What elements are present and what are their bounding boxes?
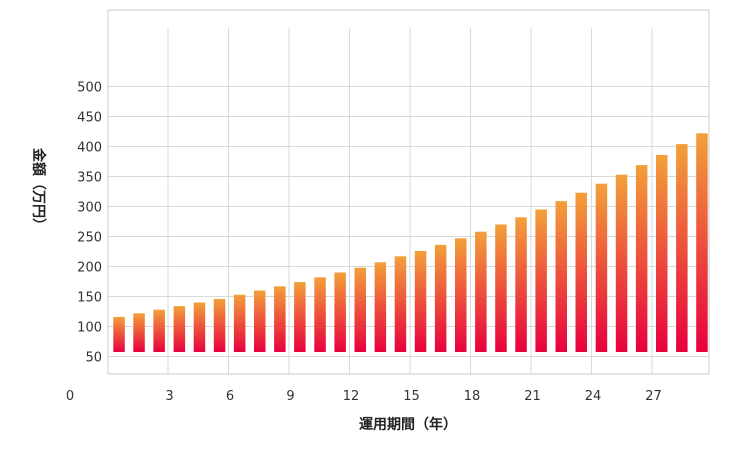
x-axis-ticks: 0 3 6 9 12 15 18 21 24 27 — [66, 389, 662, 404]
bar-year-17 — [434, 244, 447, 352]
grid — [108, 28, 709, 374]
y-tick-label: 500 — [77, 81, 102, 96]
bar-year-20 — [495, 224, 507, 352]
bar-year-24 — [575, 192, 587, 352]
bar-year-21 — [515, 217, 527, 352]
x-tick-label: 3 — [165, 389, 173, 404]
bar-year-15 — [394, 256, 407, 352]
y-tick-label: 400 — [77, 141, 102, 156]
x-tick-label: 9 — [286, 389, 294, 404]
bar-year-7 — [233, 294, 246, 352]
bar-year-19 — [475, 231, 487, 352]
bars — [113, 133, 708, 352]
x-tick-label: 12 — [343, 389, 360, 404]
x-tick-label: 18 — [464, 389, 481, 404]
x-tick-label: 15 — [403, 389, 420, 404]
y-tick-label: 450 — [77, 111, 102, 126]
bar-year-29 — [676, 144, 688, 352]
bar-year-12 — [334, 272, 346, 352]
x-tick-label: 0 — [66, 389, 74, 404]
bar-year-4 — [173, 306, 186, 352]
bar-year-10 — [294, 282, 306, 352]
bar-year-11 — [314, 277, 326, 352]
x-tick-label: 24 — [585, 389, 602, 404]
y-tick-label: 350 — [77, 171, 102, 186]
y-tick-label: 100 — [77, 321, 102, 336]
y-axis-ticks: 50 100 150 200 250 300 350 400 450 500 — [77, 81, 102, 366]
bar-year-18 — [455, 238, 467, 352]
plot-frame — [107, 9, 710, 375]
x-tick-label: 27 — [645, 389, 662, 404]
bar-year-1 — [113, 316, 125, 352]
bar-year-13 — [354, 267, 366, 352]
bar-year-26 — [615, 174, 628, 352]
y-axis-title: 金額（万円） — [30, 147, 47, 232]
bar-year-28 — [656, 154, 668, 352]
bar-year-2 — [133, 313, 145, 352]
x-axis-title: 運用期間（年） — [359, 416, 457, 433]
bar-year-14 — [374, 262, 387, 352]
y-tick-label: 300 — [77, 201, 102, 216]
y-tick-label: 150 — [77, 291, 102, 306]
bar-year-8 — [254, 290, 266, 352]
bar-year-23 — [555, 201, 567, 352]
bar-year-22 — [535, 209, 547, 352]
bar-year-3 — [153, 309, 165, 352]
bar-year-25 — [595, 183, 608, 352]
bar-year-5 — [193, 302, 206, 352]
bar-year-30 — [696, 133, 708, 352]
y-tick-label: 250 — [77, 231, 102, 246]
bar-year-27 — [635, 165, 648, 352]
bar-year-6 — [213, 298, 226, 352]
x-tick-label: 6 — [226, 389, 234, 404]
bar-year-9 — [274, 286, 286, 352]
bar-year-16 — [414, 250, 427, 352]
x-tick-label: 21 — [524, 389, 541, 404]
y-tick-label: 50 — [85, 351, 102, 366]
y-tick-label: 200 — [77, 261, 102, 276]
